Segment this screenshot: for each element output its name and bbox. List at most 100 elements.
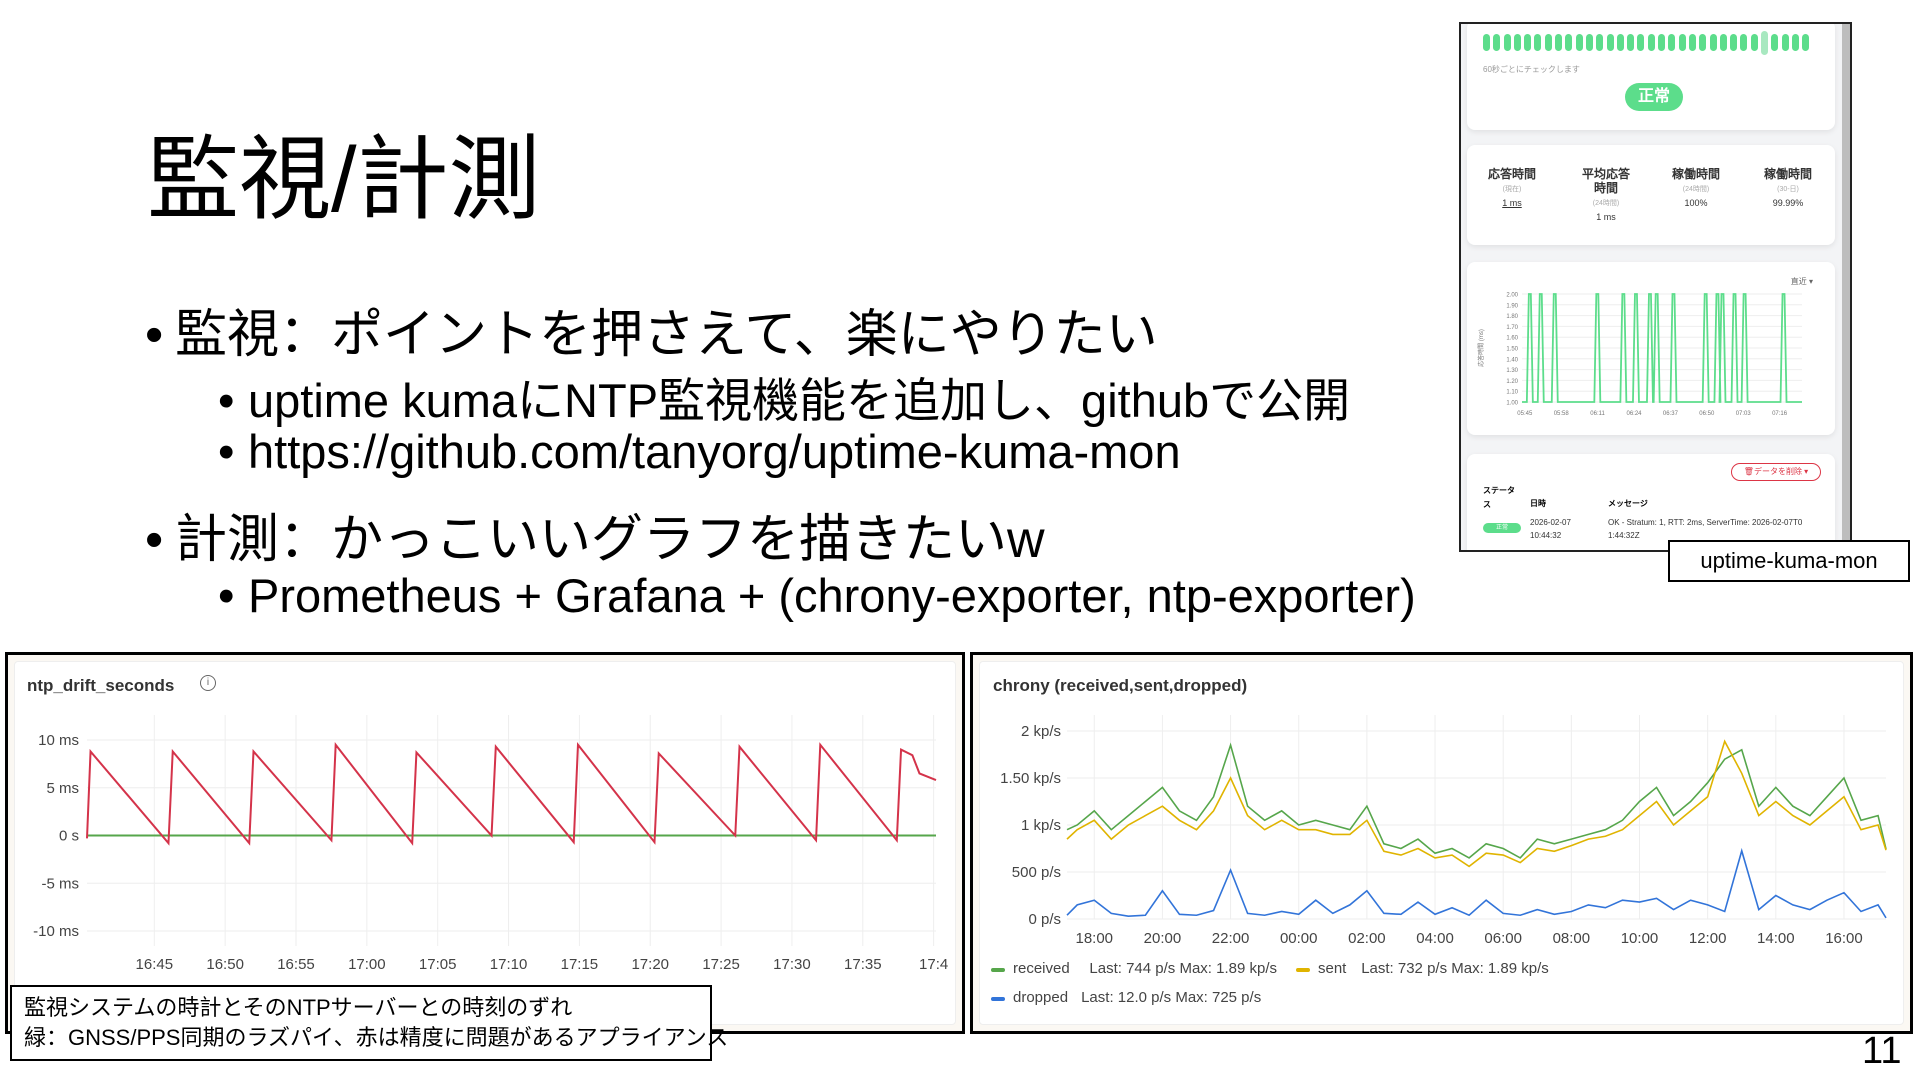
ntp-drift-chart: 16:45 16:50 16:55 17:00 17:05 17:10 17:15 17:20… — [33, 715, 948, 973]
x-tick-label: 06:00 — [1484, 930, 1522, 947]
x-tick-label: 06:11 — [1590, 411, 1605, 417]
x-tick-label: 17:4 — [919, 956, 948, 973]
chrony-panel: chrony (received,sent,dropped) 18:00 20:0… — [970, 652, 1913, 1034]
heartbeat-beat[interactable] — [1534, 34, 1542, 51]
y-tick-label: 500 p/s — [1012, 864, 1061, 881]
uptime-kuma-screenshot: 60秒ごとにチェックします 正常 応答時間 (現在) 1 ms 平均応答時間 (24時… — [1459, 22, 1852, 552]
x-tick-label: 06:37 — [1663, 411, 1679, 417]
bullet-measurement: • 計測：かっこいいグラフを描きたいw — [145, 511, 1045, 569]
heartbeat-beat[interactable] — [1647, 34, 1655, 51]
heartbeat-bar — [1483, 31, 1810, 55]
series-line-dropped — [1066, 847, 1887, 919]
heartbeat-beat[interactable] — [1719, 34, 1727, 51]
heartbeat-beat[interactable] — [1740, 34, 1748, 51]
bullet-monitoring: • 監視：ポイントを押さえて、楽にやりたい — [145, 306, 1158, 364]
y-tick-label: 0 s — [59, 828, 79, 845]
x-tick-label: 17:25 — [702, 956, 740, 973]
x-tick-label: 07:03 — [1736, 411, 1752, 417]
heartbeat-beat[interactable] — [1709, 34, 1717, 51]
y-tick-label: 1.60 — [1506, 336, 1518, 342]
x-tick-label: 18:00 — [1075, 930, 1113, 947]
heartbeat-beat[interactable] — [1555, 34, 1563, 51]
x-tick-label: 17:35 — [844, 956, 882, 973]
legend-swatch — [991, 968, 1005, 972]
range-select[interactable]: 直近 ▾ — [1790, 277, 1813, 286]
x-tick-label: 06:24 — [1626, 411, 1642, 417]
stat-uptime-24h: 稼働時間 (24時間) 100% — [1671, 167, 1720, 208]
header-status: ステータス — [1483, 486, 1515, 509]
delete-data-button[interactable]: 🗑データを削除 ▾ — [1731, 463, 1821, 481]
x-tick-label: 22:00 — [1212, 930, 1250, 947]
y-tick-label: 5 ms — [46, 780, 79, 797]
row-message: OK - Stratum: 1, RTT: 2ms, ServerTime: 2… — [1608, 518, 1803, 540]
panel-title: chrony (received,sent,dropped) — [993, 676, 1248, 695]
series-line-sent — [1066, 739, 1887, 868]
y-tick-label: 1.30 — [1506, 368, 1518, 374]
y-axis-label: 応答時間 (ms) — [1477, 329, 1485, 367]
y-tick-label: 1.70 — [1506, 325, 1518, 331]
x-tick-label: 20:00 — [1144, 930, 1182, 947]
panel-title: ntp_drift_seconds — [27, 676, 175, 695]
sub-bullet: • Prometheus + Grafana + (chrony-exporter… — [218, 569, 1416, 622]
x-tick-label: 17:10 — [490, 956, 528, 973]
scrollbar[interactable] — [1842, 24, 1850, 550]
legend-label: dropped — [1013, 989, 1068, 1006]
x-tick-label: 17:00 — [348, 956, 386, 973]
legend-label: sent — [1318, 960, 1347, 977]
info-icon[interactable]: i — [200, 675, 216, 691]
y-tick-label: 2 kp/s — [1021, 723, 1061, 740]
heartbeat-beat[interactable] — [1616, 34, 1624, 51]
response-time-chart: 2.00 1.90 1.80 1.70 1.60 1.50 1.40 1.30 1.20 1.10… — [1477, 293, 1802, 417]
events-card: 🗑データを削除 ▾ ステータス 日時 メッセージ 正常 2026-02-07 10… — [1467, 454, 1835, 550]
interval-text: 60秒ごとにチェックします — [1483, 65, 1580, 74]
heartbeat-beat[interactable] — [1699, 34, 1707, 51]
x-tick-label: 16:45 — [136, 956, 174, 973]
x-tick-label: 08:00 — [1553, 930, 1591, 947]
heartbeat-beat[interactable] — [1503, 34, 1511, 51]
heartbeat-beat[interactable] — [1493, 34, 1501, 51]
heartbeat-beat[interactable] — [1668, 34, 1676, 51]
heartbeat-beat[interactable] — [1730, 34, 1738, 51]
heartbeat-beat[interactable] — [1750, 34, 1758, 51]
x-tick-label: 16:50 — [206, 956, 244, 973]
row-datetime: 2026-02-07 10:44:32 — [1530, 518, 1571, 540]
status-badge: 正常 — [1625, 83, 1683, 111]
series-line-received — [1066, 742, 1887, 859]
y-tick-label: 1.10 — [1506, 390, 1518, 396]
heartbeat-beat[interactable] — [1802, 34, 1810, 51]
sub-bullet: • uptime kumaにNTP監視機能を追加し、githubで公開 — [218, 374, 1351, 427]
heartbeat-beat[interactable] — [1483, 34, 1490, 51]
heartbeat-beat[interactable] — [1606, 34, 1614, 51]
heartbeat-beat[interactable] — [1544, 34, 1552, 51]
heartbeat-beat[interactable] — [1678, 34, 1686, 51]
panel-body: ntp_drift_seconds i — [14, 661, 956, 1025]
y-tick-label: 1.50 — [1506, 347, 1518, 353]
x-tick-label: 12:00 — [1689, 930, 1727, 947]
x-tick-label: 17:05 — [419, 956, 457, 973]
heartbeat-beat[interactable] — [1761, 31, 1769, 55]
heartbeat-beat[interactable] — [1627, 34, 1635, 51]
header-message: メッセージ — [1608, 499, 1648, 508]
heartbeat-beat[interactable] — [1637, 34, 1645, 51]
heartbeat-beat[interactable] — [1791, 34, 1799, 51]
x-tick-label: 10:00 — [1621, 930, 1659, 947]
legend-stats: Last: 732 p/s Max: 1.89 kp/s — [1361, 960, 1549, 977]
y-tick-label: 0 p/s — [1028, 911, 1061, 928]
x-tick-label: 17:30 — [773, 956, 811, 973]
header-datetime: 日時 — [1530, 499, 1546, 508]
heartbeat-beat[interactable] — [1596, 34, 1604, 51]
heartbeat-beat[interactable] — [1771, 34, 1779, 51]
heartbeat-beat[interactable] — [1575, 34, 1583, 51]
heartbeat-beat[interactable] — [1688, 34, 1696, 51]
heartbeat-beat[interactable] — [1513, 34, 1521, 51]
heartbeat-beat[interactable] — [1524, 34, 1532, 51]
heartbeat-beat[interactable] — [1781, 34, 1789, 51]
legend-label: received — [1013, 960, 1070, 977]
sub-bullet-link[interactable]: • https://github.com/tanyorg/uptime-kuma-… — [218, 425, 1181, 478]
heartbeat-beat[interactable] — [1565, 34, 1573, 51]
heartbeat-beat[interactable] — [1585, 34, 1593, 51]
y-tick-label: 1.20 — [1506, 379, 1518, 385]
y-tick-label: -5 ms — [42, 875, 80, 892]
heartbeat-beat[interactable] — [1658, 34, 1666, 51]
y-tick-label: 1.90 — [1506, 303, 1518, 309]
